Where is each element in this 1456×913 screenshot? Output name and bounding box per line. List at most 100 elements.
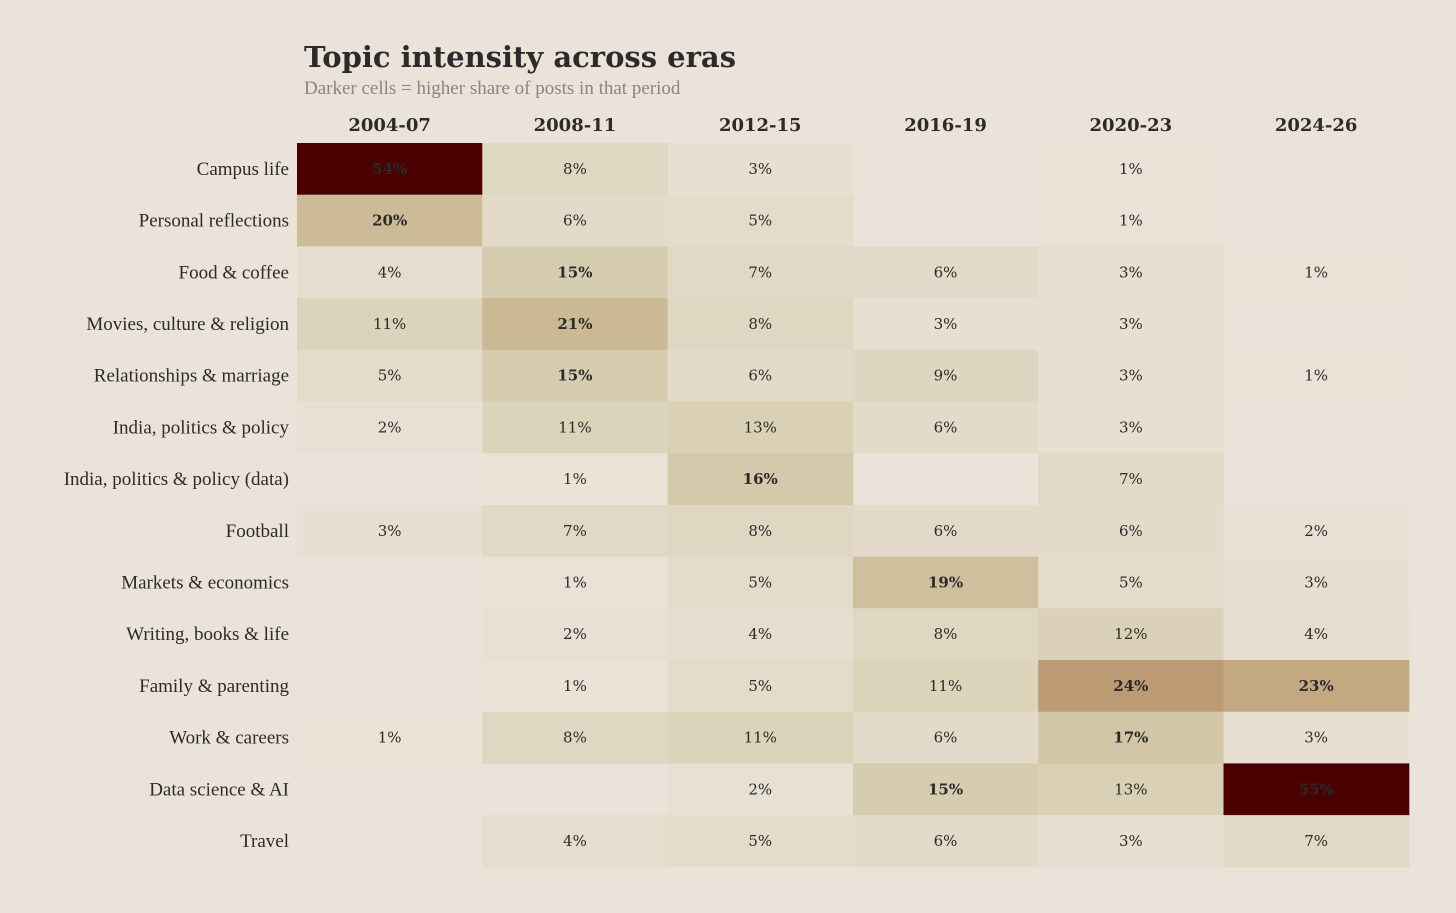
cell-value-label: 13%	[1114, 780, 1147, 798]
heatmap-cell	[667, 298, 854, 351]
heatmap-cell	[297, 504, 483, 558]
heatmap-cell	[482, 815, 669, 868]
cell-value-label: 3%	[1304, 729, 1328, 747]
heatmap-cell	[667, 453, 854, 506]
cell-value-label: 54%	[372, 160, 407, 178]
cell-value-label: 15%	[557, 263, 592, 281]
heatmap-cell	[852, 711, 1039, 764]
heatmap-cell	[482, 556, 669, 609]
heatmap-cell	[852, 298, 1039, 351]
heatmap-cell	[482, 349, 669, 402]
heatmap-cell	[1038, 401, 1224, 454]
cell-value-label: 3%	[1119, 418, 1143, 436]
cell-value-label: 12%	[1114, 625, 1147, 643]
heatmap-cell	[667, 815, 854, 868]
heatmap-cell	[667, 711, 854, 764]
cell-value-label: 1%	[563, 677, 587, 695]
heatmap-cell	[1223, 504, 1410, 558]
cell-value-label: 1%	[1304, 367, 1328, 385]
cell-value-label: 6%	[748, 367, 772, 385]
cell-value-label: 6%	[1119, 522, 1143, 540]
heatmap-cell	[1038, 349, 1224, 402]
cell-value-label: 7%	[563, 522, 587, 540]
cell-value-label: 11%	[929, 677, 962, 695]
heatmap-cell	[1038, 815, 1224, 868]
heatmap-cell	[852, 504, 1039, 558]
cell-value-label: 3%	[1304, 573, 1328, 591]
column-label: 2012-15	[719, 115, 802, 136]
heatmap-cell	[852, 401, 1039, 454]
row-label: Family & parenting	[139, 676, 289, 697]
heatmap-cell	[852, 763, 1039, 816]
cell-value-label: 2%	[378, 418, 402, 436]
heatmap-cell	[667, 143, 854, 196]
cell-value-label: 6%	[563, 212, 587, 230]
cell-value-label: 4%	[1304, 625, 1328, 643]
cell-value-label: 23%	[1299, 677, 1334, 695]
cell-value-label: 11%	[744, 729, 777, 747]
heatmap-cell	[1038, 660, 1224, 713]
cell-value-label: 8%	[748, 315, 772, 333]
heatmap-cell	[1223, 349, 1410, 402]
cell-value-label: 16%	[743, 470, 778, 488]
cell-value-label: 6%	[934, 729, 958, 747]
heatmap-cell	[667, 194, 854, 247]
cell-value-label: 4%	[563, 832, 587, 850]
heatmap-cell	[852, 556, 1039, 609]
cell-value-label: 3%	[934, 315, 958, 333]
heatmap-cell	[482, 246, 669, 299]
cell-value-label: 3%	[1119, 315, 1143, 333]
heatmap-cell	[297, 711, 483, 764]
heatmap-cell	[667, 556, 854, 609]
heatmap-cell	[1223, 815, 1410, 868]
row-label: Football	[226, 521, 289, 542]
cell-value-label: 8%	[748, 522, 772, 540]
cell-value-label: 3%	[1119, 832, 1143, 850]
cell-value-label: 3%	[1119, 367, 1143, 385]
heatmap-cell	[1038, 504, 1224, 558]
row-label: Travel	[240, 831, 289, 852]
heatmap-cell	[667, 763, 854, 816]
cell-value-label: 13%	[744, 418, 777, 436]
heatmap-cell	[1223, 711, 1410, 764]
heatmap-cell	[1038, 763, 1224, 816]
cell-value-label: 3%	[748, 160, 772, 178]
row-label: Data science & AI	[149, 779, 289, 800]
cell-value-label: 4%	[748, 625, 772, 643]
chart-subtitle: Darker cells = higher share of posts in …	[304, 78, 681, 99]
row-label: Work & careers	[169, 728, 289, 749]
cell-value-label: 8%	[563, 160, 587, 178]
heatmap-cell	[667, 660, 854, 713]
column-label: 2024-26	[1275, 115, 1358, 136]
heatmap-cell	[667, 401, 854, 454]
row-label: Relationships & marriage	[94, 366, 289, 387]
cell-value-label: 11%	[558, 418, 591, 436]
cell-value-label: 5%	[748, 212, 772, 230]
heatmap-cell	[1223, 246, 1410, 299]
heatmap-cell	[297, 194, 483, 247]
heatmap-cell	[482, 660, 669, 713]
cell-value-label: 6%	[934, 522, 958, 540]
cell-value-label: 5%	[748, 573, 772, 591]
row-label: Food & coffee	[179, 262, 289, 283]
heatmap-cell	[1038, 608, 1224, 661]
cell-value-label: 4%	[378, 263, 402, 281]
column-label: 2020-23	[1090, 115, 1173, 136]
heatmap-cell	[667, 246, 854, 299]
heatmap-cell	[482, 608, 669, 661]
heatmap-cell	[1038, 298, 1224, 351]
cell-value-label: 5%	[378, 367, 402, 385]
heatmap-cell	[1223, 556, 1410, 609]
heatmap-cell	[297, 143, 483, 196]
heatmap-cell	[482, 143, 669, 196]
row-label: Markets & economics	[121, 572, 289, 593]
cell-value-label: 5%	[748, 832, 772, 850]
cell-value-label: 15%	[928, 780, 963, 798]
cell-value-label: 19%	[928, 573, 963, 591]
cell-value-label: 1%	[563, 470, 587, 488]
heatmap-cell	[482, 453, 669, 506]
row-label: India, politics & policy (data)	[64, 469, 289, 490]
cell-value-label: 17%	[1113, 729, 1148, 747]
cell-value-label: 7%	[748, 263, 772, 281]
